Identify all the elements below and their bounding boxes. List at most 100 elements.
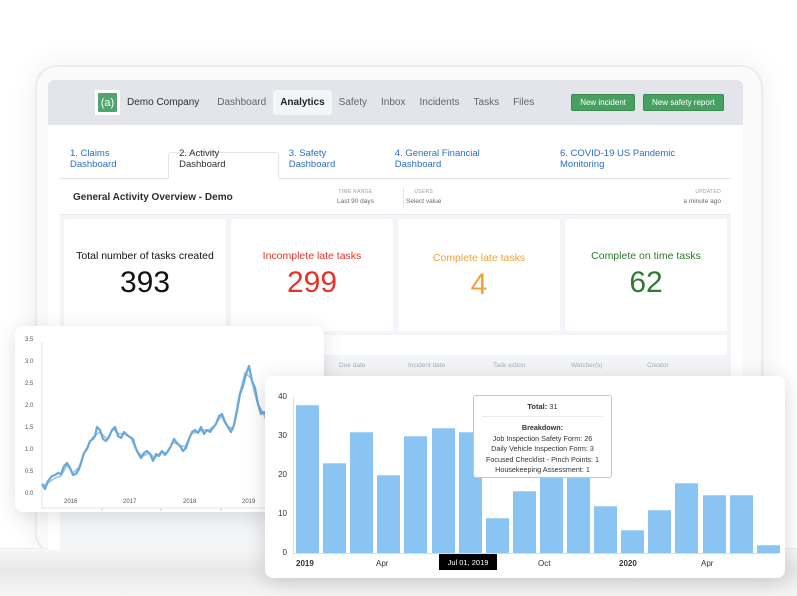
column-header-creator[interactable]: Creator: [647, 361, 669, 369]
x-tick: Apr: [376, 559, 389, 568]
y-tick: 0.5: [25, 469, 34, 475]
kpi-value: 62: [629, 266, 663, 299]
bar[interactable]: [702, 494, 726, 553]
tab-safety-dashboard[interactable]: 3. Safety Dashboard: [288, 148, 336, 170]
updated-info: UPDATED a minute ago: [683, 189, 721, 205]
bar[interactable]: [350, 432, 374, 553]
y-tick: 3.0: [25, 359, 34, 365]
updated-label: UPDATED: [695, 189, 721, 195]
tooltip-total-value: 31: [549, 402, 558, 411]
bar-tooltip: Total: 31 Breakdown: Job Inspection Safe…: [473, 395, 612, 478]
bar-chart-card: 40 30 20 10 0 Total: 31 Breakdown: Job I…: [265, 376, 785, 578]
bar[interactable]: [648, 510, 672, 553]
y-tick: 20: [278, 470, 287, 479]
nav-safety[interactable]: Safety: [338, 97, 368, 108]
y-tick: 2.0: [25, 403, 34, 409]
x-tick: 2018: [183, 499, 197, 505]
company-logo-icon: (a): [98, 93, 117, 112]
bar[interactable]: [323, 463, 347, 553]
y-tick: 3.5: [25, 337, 34, 343]
bar[interactable]: [594, 506, 618, 553]
nav-tasks[interactable]: Tasks: [473, 97, 500, 108]
x-tick: 2016: [64, 499, 78, 505]
tab-activity-dashboard[interactable]: 2. Activity Dashboard: [168, 148, 279, 179]
column-header-watchers[interactable]: Watcher(s): [571, 361, 603, 369]
x-tick: 2017: [123, 499, 137, 505]
tab-claims-dashboard[interactable]: 1. Claims Dashboard: [70, 148, 117, 170]
bar[interactable]: [729, 494, 753, 553]
x-tick: 2019: [242, 499, 256, 505]
nav-analytics[interactable]: Analytics: [273, 90, 332, 115]
kpi-complete-on-time[interactable]: Complete on time tasks 62: [565, 219, 727, 331]
bar[interactable]: [296, 404, 319, 553]
y-tick: 2.5: [25, 381, 34, 387]
table-header-row: Due date Incident date Task action Watch…: [64, 355, 727, 375]
top-nav: (a) Demo Company Dashboard Analytics Saf…: [48, 80, 743, 125]
nav-files[interactable]: Files: [513, 97, 535, 108]
x-tick: Apr: [701, 559, 714, 568]
kpi-value: 393: [119, 266, 171, 299]
time-range-label: TIME RANGE: [338, 189, 373, 195]
bar[interactable]: [404, 436, 428, 553]
bar-chart-axis: [293, 397, 294, 554]
tooltip-line: Housekeeping Assessment: 1: [495, 465, 590, 474]
kpi-value: 4: [470, 268, 488, 301]
tooltip-total-label: Total:: [527, 402, 548, 411]
y-tick: 1.0: [25, 447, 34, 453]
time-range-value: Last 90 days: [337, 198, 374, 205]
tooltip-line: Focused Checklist - Pinch Points: 1: [485, 454, 600, 464]
filter-divider: [403, 187, 404, 209]
kpi-row: Total number of tasks created 393 Incomp…: [60, 215, 731, 335]
y-tick: 30: [278, 431, 287, 440]
kpi-label: Complete on time tasks: [591, 250, 701, 262]
company-logo[interactable]: (a): [95, 90, 120, 115]
y-tick: 1.5: [25, 425, 34, 431]
column-header-task-action[interactable]: Task action: [493, 361, 526, 369]
tooltip-breakdown-label: Breakdown:: [521, 423, 564, 432]
new-incident-button[interactable]: New incident: [571, 94, 636, 111]
column-header-due-date[interactable]: Due date: [339, 361, 366, 369]
nav-inbox[interactable]: Inbox: [381, 97, 406, 108]
bar[interactable]: [431, 428, 455, 553]
new-safety-report-button[interactable]: New safety report: [643, 94, 724, 111]
tab-general-financial-dashboard[interactable]: 4. General Financial Dashboard: [394, 148, 480, 170]
kpi-total-tasks[interactable]: Total number of tasks created 393: [64, 219, 226, 331]
bar[interactable]: [621, 529, 645, 553]
x-tick: Oct: [538, 559, 551, 568]
kpi-label: Complete late tasks: [432, 252, 526, 264]
tooltip-line: Job Inspection Safety Form: 26: [492, 433, 593, 443]
y-tick: 10: [278, 509, 287, 518]
nav-incidents[interactable]: Incidents: [419, 97, 460, 108]
overview-header: General Activity Overview - Demo TIME RA…: [60, 179, 731, 215]
x-tick: 2019: [296, 559, 314, 568]
hovered-date-label: Jul 01, 2019: [439, 554, 497, 570]
nav-dashboard[interactable]: Dashboard: [217, 97, 267, 108]
time-range-filter[interactable]: TIME RANGE Last 90 days: [337, 189, 374, 205]
bar[interactable]: [485, 517, 509, 553]
dashboard-tabs: 1. Claims Dashboard 2. Activity Dashboar…: [60, 148, 731, 179]
kpi-incomplete-late[interactable]: Incomplete late tasks 299: [231, 219, 393, 331]
kpi-label: Incomplete late tasks: [262, 250, 362, 262]
tab-covid-monitoring[interactable]: 6. COVID-19 US Pandemic Monitoring: [560, 148, 676, 170]
bar-chart-baseline: [293, 553, 778, 554]
kpi-value: 299: [286, 266, 338, 299]
updated-value: a minute ago: [683, 198, 721, 205]
tooltip-total: Total: 31: [474, 402, 611, 411]
tooltip-line: Daily Vehicle Inspection Form: 3: [491, 444, 594, 453]
y-tick: 40: [278, 392, 287, 401]
bar[interactable]: [377, 475, 401, 553]
page-title: General Activity Overview - Demo: [73, 192, 233, 203]
kpi-label: Total number of tasks created: [76, 250, 214, 262]
kpi-complete-late[interactable]: Complete late tasks 4: [398, 219, 560, 331]
bar[interactable]: [675, 482, 699, 553]
users-filter[interactable]: USERS Select value: [406, 189, 441, 205]
x-tick: 2020: [619, 559, 637, 568]
users-label: USERS: [414, 189, 434, 195]
tooltip-divider: [482, 416, 603, 417]
users-value: Select value: [406, 198, 442, 205]
y-tick: 0: [282, 548, 287, 557]
bar[interactable]: [512, 490, 536, 553]
column-header-incident-date[interactable]: Incident date: [408, 361, 446, 369]
bar[interactable]: [756, 545, 780, 553]
